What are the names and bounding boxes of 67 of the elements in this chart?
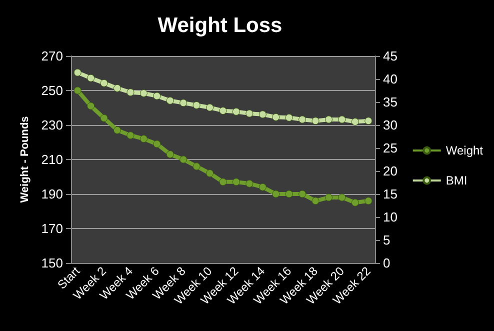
point <box>140 135 148 143</box>
y2-tick-label: 40 <box>383 72 398 86</box>
point <box>100 114 108 122</box>
y2-tick-label: 35 <box>383 94 398 110</box>
point <box>87 74 95 82</box>
point <box>153 92 161 100</box>
point <box>258 183 266 191</box>
y2-tick-label: 10 <box>383 210 398 224</box>
point <box>338 116 346 124</box>
point <box>298 190 306 198</box>
point <box>100 79 108 87</box>
y-axis-title: Weight - Pounds <box>18 116 31 203</box>
point <box>232 178 240 186</box>
point <box>272 190 280 198</box>
point <box>285 114 293 122</box>
point <box>246 180 254 188</box>
point <box>166 150 174 158</box>
point <box>312 197 320 205</box>
point <box>206 104 214 112</box>
legend-label: BMI <box>446 174 468 188</box>
point <box>324 194 332 202</box>
point <box>74 86 82 94</box>
y2-tick-label: 30 <box>383 118 398 132</box>
point <box>126 88 134 96</box>
y2-tick-label: 25 <box>383 140 398 156</box>
point <box>312 117 320 125</box>
point <box>114 126 122 134</box>
y2-tick-label: 45 <box>383 48 398 64</box>
legend-label: Weight <box>446 144 484 158</box>
point <box>298 116 306 124</box>
point <box>285 190 293 198</box>
point <box>206 170 214 178</box>
point <box>219 106 227 114</box>
point <box>351 198 359 206</box>
point <box>364 117 372 125</box>
point <box>232 108 240 116</box>
y2-tick-label: 20 <box>383 164 398 178</box>
y-tick-label: 150 <box>41 256 63 270</box>
y2-tick-label: 0 <box>383 256 390 270</box>
point <box>74 68 82 76</box>
y2-tick-label: 15 <box>383 186 398 202</box>
y-tick-label: 230 <box>41 118 63 132</box>
point <box>180 156 188 164</box>
chart-title: Weight Loss <box>158 14 282 37</box>
point <box>114 84 122 92</box>
point <box>87 102 95 110</box>
y-tick-label: 210 <box>41 152 63 167</box>
y-tick-label: 270 <box>41 48 63 64</box>
point <box>126 132 134 140</box>
point <box>192 101 200 109</box>
y-tick-label: 190 <box>41 186 63 202</box>
point <box>219 178 227 186</box>
point <box>364 197 372 205</box>
y-tick-label: 250 <box>41 83 63 98</box>
point <box>351 118 359 126</box>
y2-tick-label: 5 <box>383 232 390 248</box>
point <box>153 140 161 148</box>
point <box>166 96 174 104</box>
point <box>180 99 188 107</box>
point <box>258 110 266 118</box>
point <box>338 194 346 202</box>
point <box>192 162 200 170</box>
point <box>272 113 280 121</box>
point <box>140 90 148 98</box>
point <box>324 116 332 124</box>
point <box>246 110 254 118</box>
y-tick-label: 170 <box>41 221 63 236</box>
